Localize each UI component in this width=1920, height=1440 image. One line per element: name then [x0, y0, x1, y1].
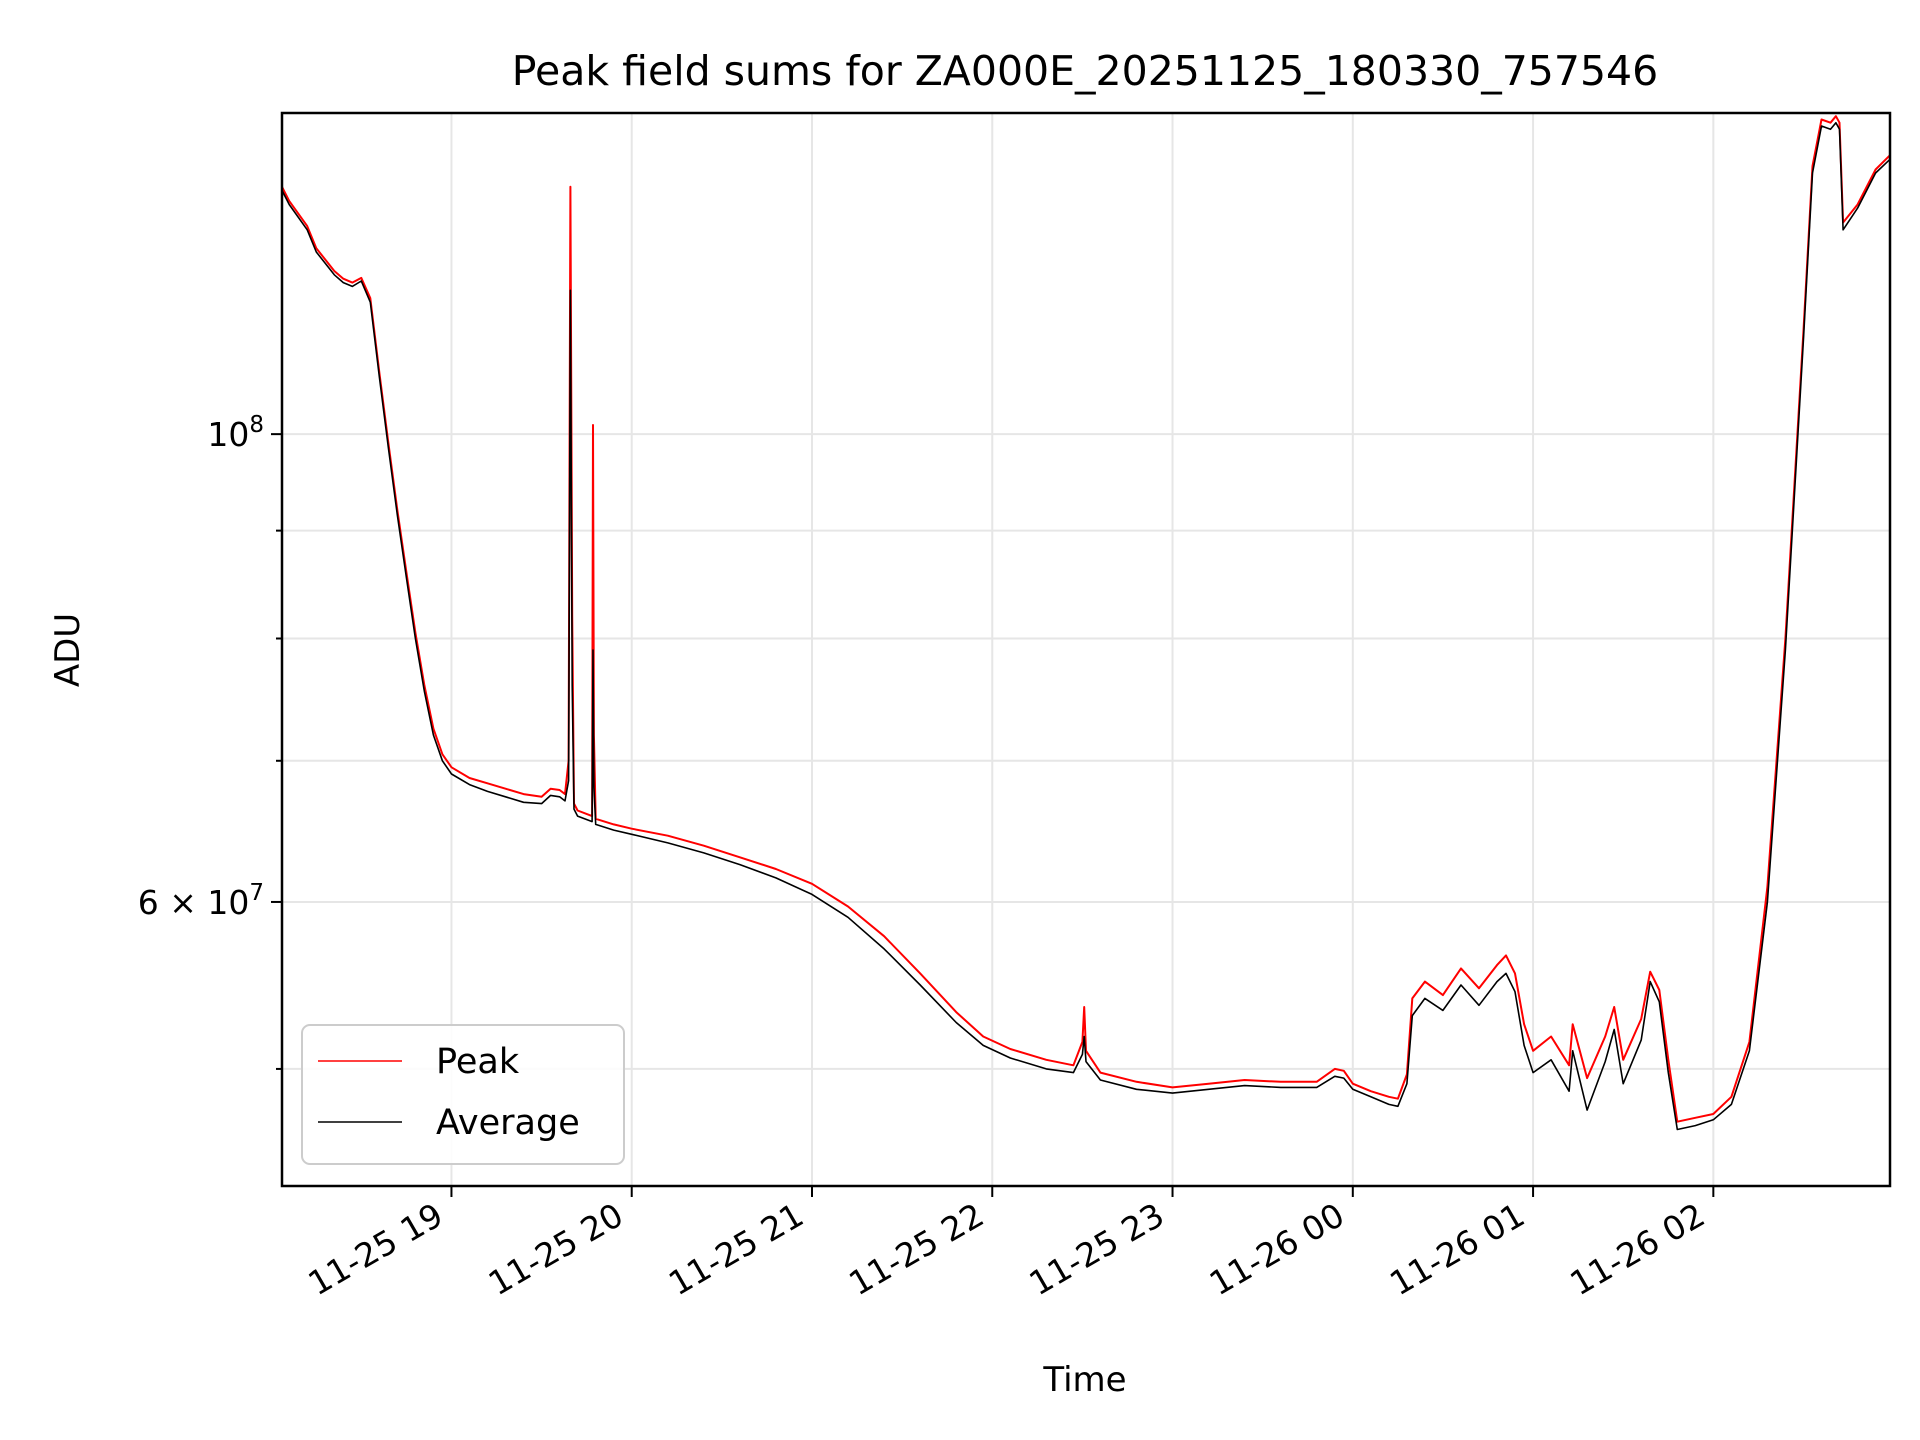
series-line-average [282, 121, 1890, 1131]
legend: Peak Average [301, 1024, 625, 1165]
plot-frame [280, 111, 1892, 1188]
legend-box [301, 1024, 625, 1165]
y-tick-label-exponent: 8 [249, 412, 264, 438]
y-tick-label: 6 × 107 [138, 880, 264, 922]
plot-area [282, 115, 1890, 1131]
y-tick-label-base: 10 [207, 415, 249, 454]
y-tick-label-exponent: 7 [249, 880, 264, 906]
y-axis-label: ADU [48, 613, 88, 687]
legend-label-peak: Peak [436, 1042, 520, 1082]
y-tick-label: 108 [207, 412, 264, 454]
chart-title: Peak field sums for ZA000E_20251125_1803… [512, 47, 1658, 95]
legend-label-average: Average [436, 1103, 580, 1143]
series-line-peak [282, 115, 1890, 1123]
y-tick-labels: 108 6 × 107 [138, 412, 264, 922]
x-axis-label: Time [1042, 1360, 1126, 1400]
y-tick-label-base: 6 × 10 [138, 883, 250, 922]
